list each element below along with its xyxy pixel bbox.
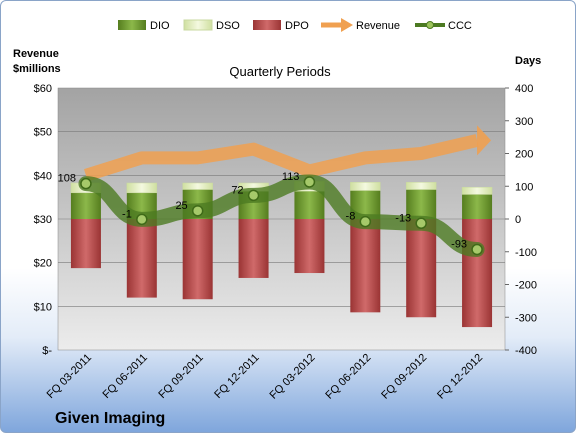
ccc-data-label: -8 (346, 211, 356, 223)
legend: DIO DSO DPO Revenue CCC (118, 18, 472, 32)
ccc-point (471, 243, 483, 256)
right-tick-label: -200 (515, 280, 537, 292)
ccc-point (80, 177, 92, 190)
category-label: FQ 06-2012 (323, 352, 373, 402)
left-tick-label: $20 (34, 258, 52, 270)
ccc-point (136, 213, 148, 226)
bar-dpo (126, 219, 157, 298)
revenue-line (83, 134, 479, 182)
lines (78, 125, 492, 257)
bar-dpo (462, 219, 493, 328)
bar-dio (406, 189, 437, 219)
left-axis-label-line2: $millions (13, 63, 61, 75)
bar-dpo (70, 219, 101, 269)
ccc-data-label: 25 (175, 200, 187, 212)
ccc-point (415, 217, 427, 230)
ccc-point (303, 176, 316, 188)
data-labels: 108 -1 25 72 113 -8 -13 -93 (58, 171, 467, 250)
legend-swatch-dso (183, 19, 213, 31)
category-label: FQ 06-2011 (101, 352, 150, 401)
bar-dso (182, 182, 213, 190)
company-name: Given Imaging (55, 410, 165, 427)
bar-dio (70, 192, 101, 219)
left-tick-label: $60 (34, 83, 52, 95)
left-tick-label: $30 (34, 214, 52, 226)
chart-title: Quarterly Periods (229, 64, 331, 79)
bar-dpo (406, 219, 437, 318)
bar-dpo (182, 219, 213, 300)
bar-dso (126, 182, 158, 194)
bar-dpo (238, 219, 269, 278)
category-label: FQ 03-2012 (268, 352, 318, 402)
ccc-data-label: 113 (282, 171, 300, 183)
ccc-data-label: 108 (58, 173, 76, 185)
legend-swatch-dio (118, 20, 146, 30)
legend-swatch-revenue (321, 18, 353, 32)
bar-dio (294, 191, 325, 219)
bar-dso (405, 182, 437, 190)
category-label: FQ 12-2012 (435, 352, 485, 402)
category-label: FQ 09-2011 (156, 352, 205, 401)
category-label: FQ 12-2011 (212, 352, 261, 401)
right-tick-label: 0 (515, 214, 521, 226)
legend-label-dso: DSO (216, 20, 240, 32)
left-tick-label: $10 (34, 301, 52, 313)
bar-dso (350, 182, 381, 191)
right-tick-label: 400 (515, 83, 533, 95)
right-tick-label: 200 (515, 149, 533, 161)
bar-dio (462, 194, 493, 219)
bar-dpo (294, 219, 325, 274)
legend-label-dio: DIO (150, 20, 170, 32)
right-tick-label: -100 (515, 247, 537, 259)
category-label: FQ 03-2011 (45, 352, 94, 401)
ccc-point (191, 205, 204, 217)
category-label: FQ 09-2012 (379, 352, 429, 402)
bar-dso (461, 186, 493, 195)
ccc-data-label: -93 (451, 238, 467, 250)
left-axis-label-line1: Revenue (13, 48, 59, 60)
ccc-data-label: -13 (395, 212, 411, 224)
left-tick-label: $40 (34, 170, 52, 182)
ccc-point (359, 215, 372, 228)
right-axis-label: Days (515, 55, 541, 67)
ccc-data-label: 72 (231, 184, 243, 196)
right-tick-label: -400 (515, 345, 537, 357)
bar-dpo (350, 219, 381, 313)
ccc-data-label: -1 (122, 208, 132, 220)
legend-label-dpo: DPO (285, 20, 309, 32)
legend-label-ccc: CCC (448, 20, 472, 32)
legend-swatch-dpo (253, 20, 281, 30)
ccc-point (247, 189, 260, 202)
legend-label-revenue: Revenue (356, 20, 400, 32)
right-tick-label: 100 (515, 181, 533, 193)
left-tick-label: $- (42, 345, 52, 357)
right-tick-label: -300 (515, 312, 537, 324)
legend-swatch-ccc (415, 21, 445, 29)
revenue-arrowhead (477, 125, 492, 156)
right-tick-label: 300 (515, 116, 533, 128)
left-tick-label: $50 (34, 127, 52, 139)
